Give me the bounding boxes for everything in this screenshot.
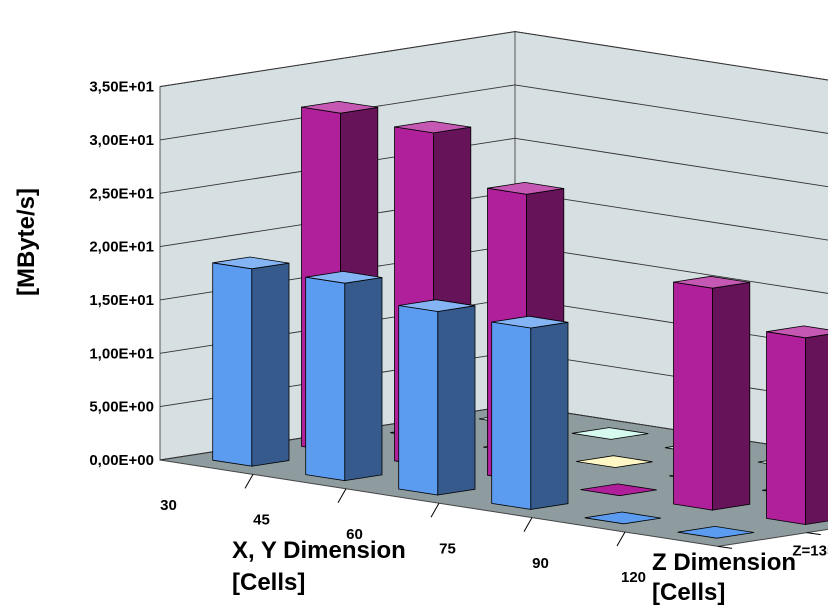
bars — [212, 100, 828, 539]
x-axis-ticks: 30 45 60 75 90 120 — [160, 474, 646, 586]
bar-Z=135-75 — [491, 315, 569, 510]
y-tick-label: 1,50E+01 — [89, 292, 154, 309]
z-axis-ticks: Z=135Z=250Z=450Z=875 — [717, 532, 828, 560]
y-axis-title: [MByte/s] — [13, 188, 40, 296]
bar-Z=250-120 — [766, 325, 828, 525]
y-axis-ticks: 0,00E+00 5,00E+00 1,00E+01 1,50E+01 2,00E+01… — [89, 79, 154, 469]
z-tick-label: Z=135 — [792, 543, 828, 560]
x-tick-label: 75 — [439, 540, 456, 557]
x-tick-label: 30 — [160, 497, 177, 514]
x-tick-label: 60 — [346, 526, 363, 543]
gridline — [159, 137, 828, 194]
bar-Z=250-75 — [580, 483, 657, 497]
x-tick-label: 90 — [532, 555, 549, 572]
x-tick-label: 45 — [253, 512, 270, 529]
y-tick-label: 1,00E+01 — [89, 345, 154, 362]
x-axis-title-line2: [Cells] — [232, 569, 305, 596]
y-tick-label: 0,00E+00 — [89, 452, 154, 469]
z-axis-title-line1: Z Dimension — [652, 549, 796, 576]
gridline — [159, 31, 828, 88]
bar-Z=450-60 — [576, 455, 653, 468]
x-tick-label: 120 — [621, 569, 646, 586]
y-tick-label: 3,50E+01 — [89, 79, 154, 96]
gridline — [159, 84, 828, 141]
bar-Z=875-45 — [571, 427, 649, 440]
z-axis-title-line2: [Cells] — [652, 579, 725, 606]
y-tick-label: 2,50E+01 — [89, 185, 154, 202]
bar-Z=250-90 — [673, 275, 751, 511]
bar-Z=135-45 — [305, 270, 383, 482]
bar-Z=135-60 — [398, 299, 476, 496]
bar-Z=135-90 — [584, 511, 662, 525]
y-tick-label: 3,00E+01 — [89, 132, 154, 149]
bar-Z=135-30 — [212, 256, 290, 467]
y-tick-label: 2,00E+01 — [89, 239, 154, 256]
bar-Z=135-120 — [677, 525, 755, 539]
y-tick-label: 5,00E+00 — [89, 399, 154, 416]
x-axis-title-line1: X, Y Dimension — [232, 537, 406, 564]
